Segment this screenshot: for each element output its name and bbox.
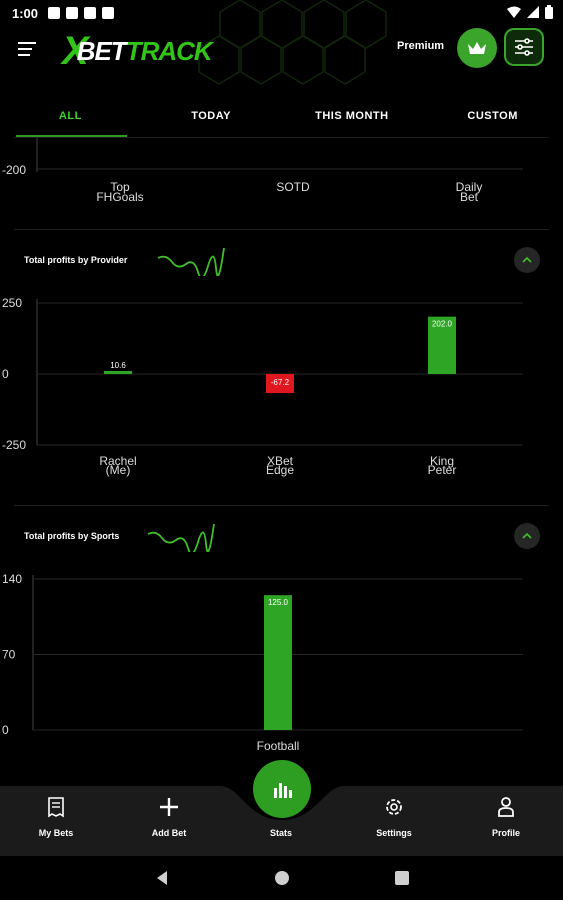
stats-scroll-area[interactable]: -200 Top FHGoals SOTD Daily Bet Total prof… <box>0 138 563 786</box>
chevron-up-icon <box>522 257 532 263</box>
nav-add-bet[interactable]: Add Bet <box>129 796 209 838</box>
y-tick-label: 140 <box>2 572 22 586</box>
data-label: 202.0 <box>432 320 453 329</box>
bar-chart-icon <box>274 783 292 798</box>
x-tick-label: SOTD <box>276 180 310 194</box>
y-tick-label: -200 <box>2 163 27 177</box>
person-icon <box>498 797 514 817</box>
back-icon[interactable] <box>155 870 169 886</box>
premium-label: Premium <box>397 40 445 52</box>
previous-chart-axis <box>36 138 523 172</box>
filter-settings-button[interactable] <box>504 28 544 66</box>
y-tick-label: 70 <box>2 648 16 662</box>
nav-label: Stats <box>269 828 292 838</box>
notification-icons <box>48 7 115 19</box>
premium-crown-button[interactable] <box>457 28 497 68</box>
x-tick-label: (Me) <box>106 463 131 477</box>
tab-custom[interactable]: CUSTOM <box>467 110 518 122</box>
x-tick-label: Edge <box>266 463 294 477</box>
sliders-icon <box>515 38 533 56</box>
hexagon-background <box>198 0 387 85</box>
bar <box>264 595 292 730</box>
data-label: -67.2 <box>271 378 290 387</box>
data-label: 10.6 <box>110 361 126 370</box>
xbettrack-logo: X BET TRACK <box>62 28 213 74</box>
y-tick-label: -250 <box>2 438 26 452</box>
logo-track: TRACK <box>125 35 213 66</box>
gear-icon <box>386 799 402 815</box>
card-divider <box>14 505 549 506</box>
hamburger-menu-icon[interactable] <box>18 42 36 58</box>
nav-profile[interactable]: Profile <box>466 796 546 838</box>
x-tick-label: Top FHGoals <box>96 180 144 204</box>
bottom-navigation: My Bets Add Bet Stats Settings Profile <box>0 760 563 856</box>
bar <box>104 370 132 374</box>
sports-profit-chart: 140 70 0 125.0 Football <box>2 572 523 753</box>
nav-my-bets[interactable]: My Bets <box>16 796 96 838</box>
battery-icon <box>545 5 553 19</box>
tab-this-month[interactable]: THIS MONTH <box>315 110 389 122</box>
app-header: X BET TRACK Premium <box>0 26 563 94</box>
nav-label: Add Bet <box>151 828 187 838</box>
nav-label: Profile <box>491 828 520 838</box>
plus-icon <box>160 798 178 816</box>
provider-collapse-button[interactable] <box>514 247 540 273</box>
x-tick-label: Football <box>257 739 300 753</box>
bar <box>428 316 456 374</box>
x-tick-label: Peter <box>428 463 457 477</box>
provider-card-title: Total profits by Provider <box>24 255 128 265</box>
notification-icon <box>102 7 115 19</box>
y-tick-label: 250 <box>2 296 22 310</box>
chevron-up-icon <box>522 533 532 539</box>
logo-bet: BET <box>76 35 127 66</box>
receipt-icon <box>48 797 64 818</box>
card-divider <box>14 229 549 230</box>
tab-today[interactable]: TODAY <box>191 110 232 122</box>
x-tick-label: Rachel <box>99 454 136 468</box>
system-status-icons <box>507 5 553 19</box>
nav-label: My Bets <box>38 828 74 838</box>
system-navigation-bar <box>0 856 563 900</box>
crown-icon <box>468 42 486 54</box>
home-icon[interactable] <box>275 871 289 885</box>
sparkline-icon <box>157 247 225 276</box>
notification-icon <box>66 7 79 19</box>
y-tick-label: 0 <box>2 723 9 737</box>
notification-icon <box>84 7 97 19</box>
signal-icon <box>527 6 539 18</box>
x-tick-label: King <box>430 454 454 468</box>
x-tick-label: Daily Bet <box>455 180 483 204</box>
x-tick-label: XBet <box>267 454 294 468</box>
recent-apps-icon[interactable] <box>395 871 409 885</box>
nav-stats[interactable]: Stats <box>241 818 321 838</box>
sports-collapse-button[interactable] <box>514 523 540 549</box>
bottom-nav-background <box>0 786 563 856</box>
nav-settings[interactable]: Settings <box>354 796 434 838</box>
tab-all[interactable]: ALL <box>0 100 141 138</box>
nav-label: Settings <box>376 828 412 838</box>
status-bar: 1:00 <box>0 0 563 26</box>
y-tick-label: 0 <box>2 367 9 381</box>
tabs-divider <box>14 137 549 138</box>
sports-card-title: Total profits by Sports <box>24 531 120 541</box>
data-label: 125.0 <box>268 598 289 607</box>
status-time: 1:00 <box>12 5 39 21</box>
stats-fab-button[interactable] <box>253 760 311 818</box>
wifi-icon <box>507 6 521 18</box>
notification-icon <box>48 7 61 19</box>
sparkline-icon <box>147 523 215 552</box>
bar <box>266 374 294 394</box>
period-tabs: ALL TODAY THIS MONTH CUSTOM <box>0 100 563 138</box>
logo-x: X <box>62 28 89 73</box>
